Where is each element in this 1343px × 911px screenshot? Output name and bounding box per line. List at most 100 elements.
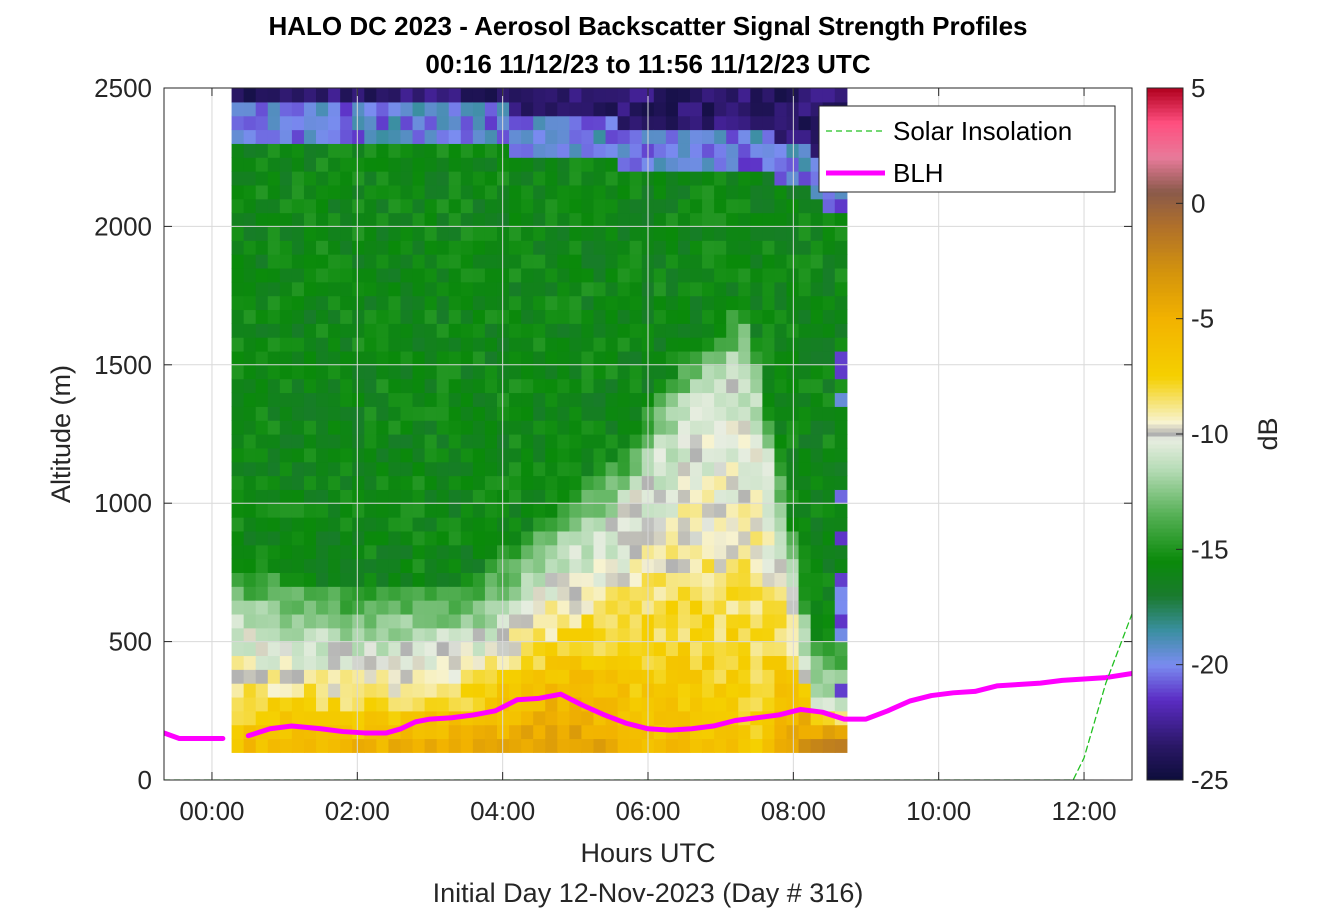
heatmap-cell [376,240,390,255]
heatmap-cell [545,627,558,643]
heatmap-cell [738,240,751,255]
heatmap-cell [714,434,727,449]
heatmap-cell [412,198,426,214]
heatmap-cell [328,337,341,352]
heatmap-cell [231,627,245,643]
heatmap-cell [316,101,329,117]
heatmap-cell [557,627,570,643]
heatmap-cell [412,724,426,740]
colorbar-segment [1147,664,1183,669]
heatmap-cell [810,267,824,283]
heatmap-cell [605,267,619,283]
heatmap-cell [316,655,329,670]
heatmap-cell [412,281,426,297]
heatmap-cell [352,503,365,518]
heatmap-cell [690,392,703,407]
heatmap-cell [750,212,763,227]
heatmap-cell [726,198,739,214]
heatmap-cell [738,669,751,684]
heatmap-cell [291,586,305,601]
heatmap-cell [267,281,281,297]
heatmap-cell [798,254,812,269]
heatmap-cell [521,627,534,643]
heatmap-cell [677,558,691,573]
heatmap-cell [617,406,631,421]
heatmap-cell [750,157,763,172]
heatmap-cell [316,406,329,421]
heatmap-cell [352,696,365,712]
heatmap-cell [834,738,848,753]
heatmap-cell [581,627,595,643]
heatmap-cell [496,655,510,670]
heatmap-cell [328,530,341,546]
colorbar-segment [1147,264,1183,269]
heatmap-cell [376,226,390,241]
heatmap-cell [303,198,317,214]
heatmap-cell [617,669,631,684]
heatmap-cell [400,544,414,560]
heatmap-cell [834,627,848,643]
heatmap-cell [665,461,679,477]
heatmap-cell [750,364,763,380]
heatmap-cell [231,143,245,158]
heatmap-cell [352,184,365,200]
heatmap-cell [605,171,619,186]
heatmap-cell [484,558,498,573]
heatmap-cell [581,489,595,504]
heatmap-cell [243,420,257,435]
heatmap-cell [484,572,498,587]
heatmap-cell [352,295,365,311]
heatmap-cell [412,613,426,629]
heatmap-cell [617,503,631,518]
heatmap-cell [557,503,570,518]
heatmap-cell [750,447,763,463]
heatmap-cell [231,378,245,394]
colorbar-segment [1147,160,1183,165]
heatmap-cell [702,101,715,117]
heatmap-cell [665,115,679,131]
heatmap-cell [231,420,245,435]
heatmap-cell [496,475,510,490]
heatmap-cell [388,558,402,573]
heatmap-cell [303,517,317,532]
heatmap-cell [605,198,619,214]
heatmap-cell [243,281,257,297]
heatmap-cell [810,295,824,311]
heatmap-cell [436,143,450,158]
colorbar-segment [1147,764,1183,769]
heatmap-cell [243,434,257,449]
heatmap-cell [267,184,281,200]
heatmap-cell [424,254,438,269]
heatmap-cell [436,696,450,712]
heatmap-cell [424,669,438,684]
heatmap-cell [665,572,679,587]
heatmap-cell [328,420,341,435]
colorbar-segment [1147,716,1183,721]
colorbar-segment [1147,112,1183,117]
colorbar-segment [1147,328,1183,333]
heatmap-cell [557,184,570,200]
heatmap-cell [303,184,317,200]
heatmap-cell [424,129,438,144]
heatmap-cell [726,434,739,449]
heatmap-cell [810,392,824,407]
heatmap-cell [509,572,522,587]
heatmap-cell [810,600,824,615]
heatmap-cell [690,696,703,712]
heatmap-cell [762,281,776,297]
heatmap-cell [279,101,293,117]
heatmap-cell [714,281,727,297]
heatmap-cell [496,212,510,227]
colorbar-segment [1147,616,1183,621]
heatmap-cell [569,489,583,504]
colorbar-segment [1147,464,1183,469]
heatmap-cell [279,254,293,269]
heatmap-cell [798,309,812,324]
heatmap-cell [255,184,269,200]
colorbar-segment [1147,304,1183,309]
heatmap-cell [231,226,245,241]
heatmap-cell [316,613,329,629]
heatmap-cell [810,323,824,338]
heatmap-cell [581,655,595,670]
heatmap-cell [424,212,438,227]
